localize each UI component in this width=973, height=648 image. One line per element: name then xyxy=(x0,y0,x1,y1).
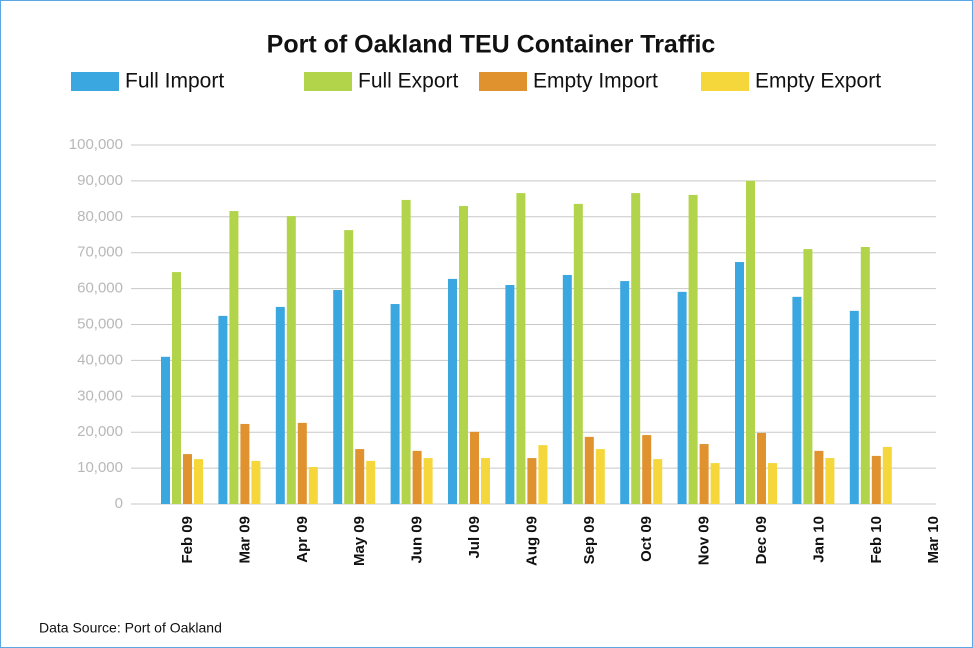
legend-label: Full Import xyxy=(125,70,224,93)
x-tick-label: Mar 09 xyxy=(236,516,253,564)
bar xyxy=(699,444,709,504)
bar xyxy=(366,460,376,504)
bar xyxy=(218,315,228,504)
bar xyxy=(505,285,515,504)
legend-label: Empty Import xyxy=(533,70,658,93)
x-tick-label: May 09 xyxy=(351,516,368,566)
bar xyxy=(251,460,261,504)
bar xyxy=(538,445,548,504)
y-tick-label: 70,000 xyxy=(77,244,123,261)
bar xyxy=(527,458,537,504)
bar xyxy=(516,193,526,504)
x-tick-label: Feb 09 xyxy=(179,516,196,564)
bar xyxy=(333,290,343,504)
bar xyxy=(814,450,824,504)
bar xyxy=(562,274,572,504)
bar xyxy=(286,216,296,504)
source-note: Data Source: Port of Oakland xyxy=(39,620,222,636)
bar xyxy=(642,435,652,504)
bar xyxy=(653,459,663,504)
bar xyxy=(161,356,170,504)
bar xyxy=(595,449,605,504)
bar xyxy=(849,310,859,504)
bar xyxy=(573,203,583,504)
y-tick-label: 40,000 xyxy=(77,351,123,368)
bar xyxy=(825,458,835,504)
bar xyxy=(746,180,755,504)
legend-label: Empty Export xyxy=(755,70,881,93)
y-tick-label: 0 xyxy=(115,495,123,512)
bar xyxy=(631,193,641,504)
bar xyxy=(275,306,285,504)
x-tick-label: Sep 09 xyxy=(581,516,598,564)
bar xyxy=(803,249,813,504)
legend-swatch xyxy=(479,72,527,91)
y-tick-label: 60,000 xyxy=(77,280,123,297)
x-tick-label: Jan 10 xyxy=(810,516,827,563)
y-tick-label: 100,000 xyxy=(69,136,123,153)
bar xyxy=(308,467,318,504)
bar xyxy=(871,455,881,504)
bar xyxy=(688,194,698,504)
bar xyxy=(390,304,400,504)
x-tick-label: Apr 09 xyxy=(294,516,311,563)
chart-title: Port of Oakland TEU Container Traffic xyxy=(267,31,716,59)
y-tick-label: 30,000 xyxy=(77,387,123,404)
bar xyxy=(860,246,870,504)
legend-swatch xyxy=(304,72,352,91)
x-tick-label: Aug 09 xyxy=(523,516,540,566)
legend-swatch xyxy=(71,72,119,91)
bar xyxy=(710,463,720,504)
bar xyxy=(401,199,411,504)
bar xyxy=(229,211,239,504)
bar xyxy=(183,454,192,504)
y-tick-label: 10,000 xyxy=(77,459,123,476)
bar xyxy=(768,463,777,504)
bar xyxy=(735,262,744,504)
bar xyxy=(355,449,365,504)
x-tick-label: Nov 09 xyxy=(696,516,713,565)
x-tick-label: Jul 09 xyxy=(466,516,483,559)
bar xyxy=(344,230,354,504)
y-tick-label: 50,000 xyxy=(77,315,123,332)
bar xyxy=(792,296,802,504)
bar xyxy=(584,436,594,504)
bar xyxy=(882,446,892,504)
bar xyxy=(194,459,203,504)
bar xyxy=(448,278,457,504)
bar xyxy=(240,423,250,504)
bar xyxy=(481,458,490,504)
x-tick-label: Oct 09 xyxy=(638,516,655,562)
bar xyxy=(297,422,307,504)
y-tick-label: 80,000 xyxy=(77,208,123,225)
bar xyxy=(470,431,479,504)
y-tick-label: 20,000 xyxy=(77,423,123,440)
y-tick-label: 90,000 xyxy=(77,172,123,189)
legend-swatch xyxy=(701,72,749,91)
x-tick-label: Dec 09 xyxy=(753,516,770,564)
legend-label: Full Export xyxy=(358,70,459,93)
x-tick-label: Jun 09 xyxy=(409,516,426,564)
bar xyxy=(757,432,766,504)
bar xyxy=(423,458,433,504)
bar xyxy=(677,291,687,504)
bar xyxy=(172,272,181,504)
bar xyxy=(412,450,422,504)
x-tick-label: Mar 10 xyxy=(925,516,942,564)
x-tick-label: Feb 10 xyxy=(868,516,885,564)
bar xyxy=(459,206,468,504)
bar xyxy=(620,281,630,504)
